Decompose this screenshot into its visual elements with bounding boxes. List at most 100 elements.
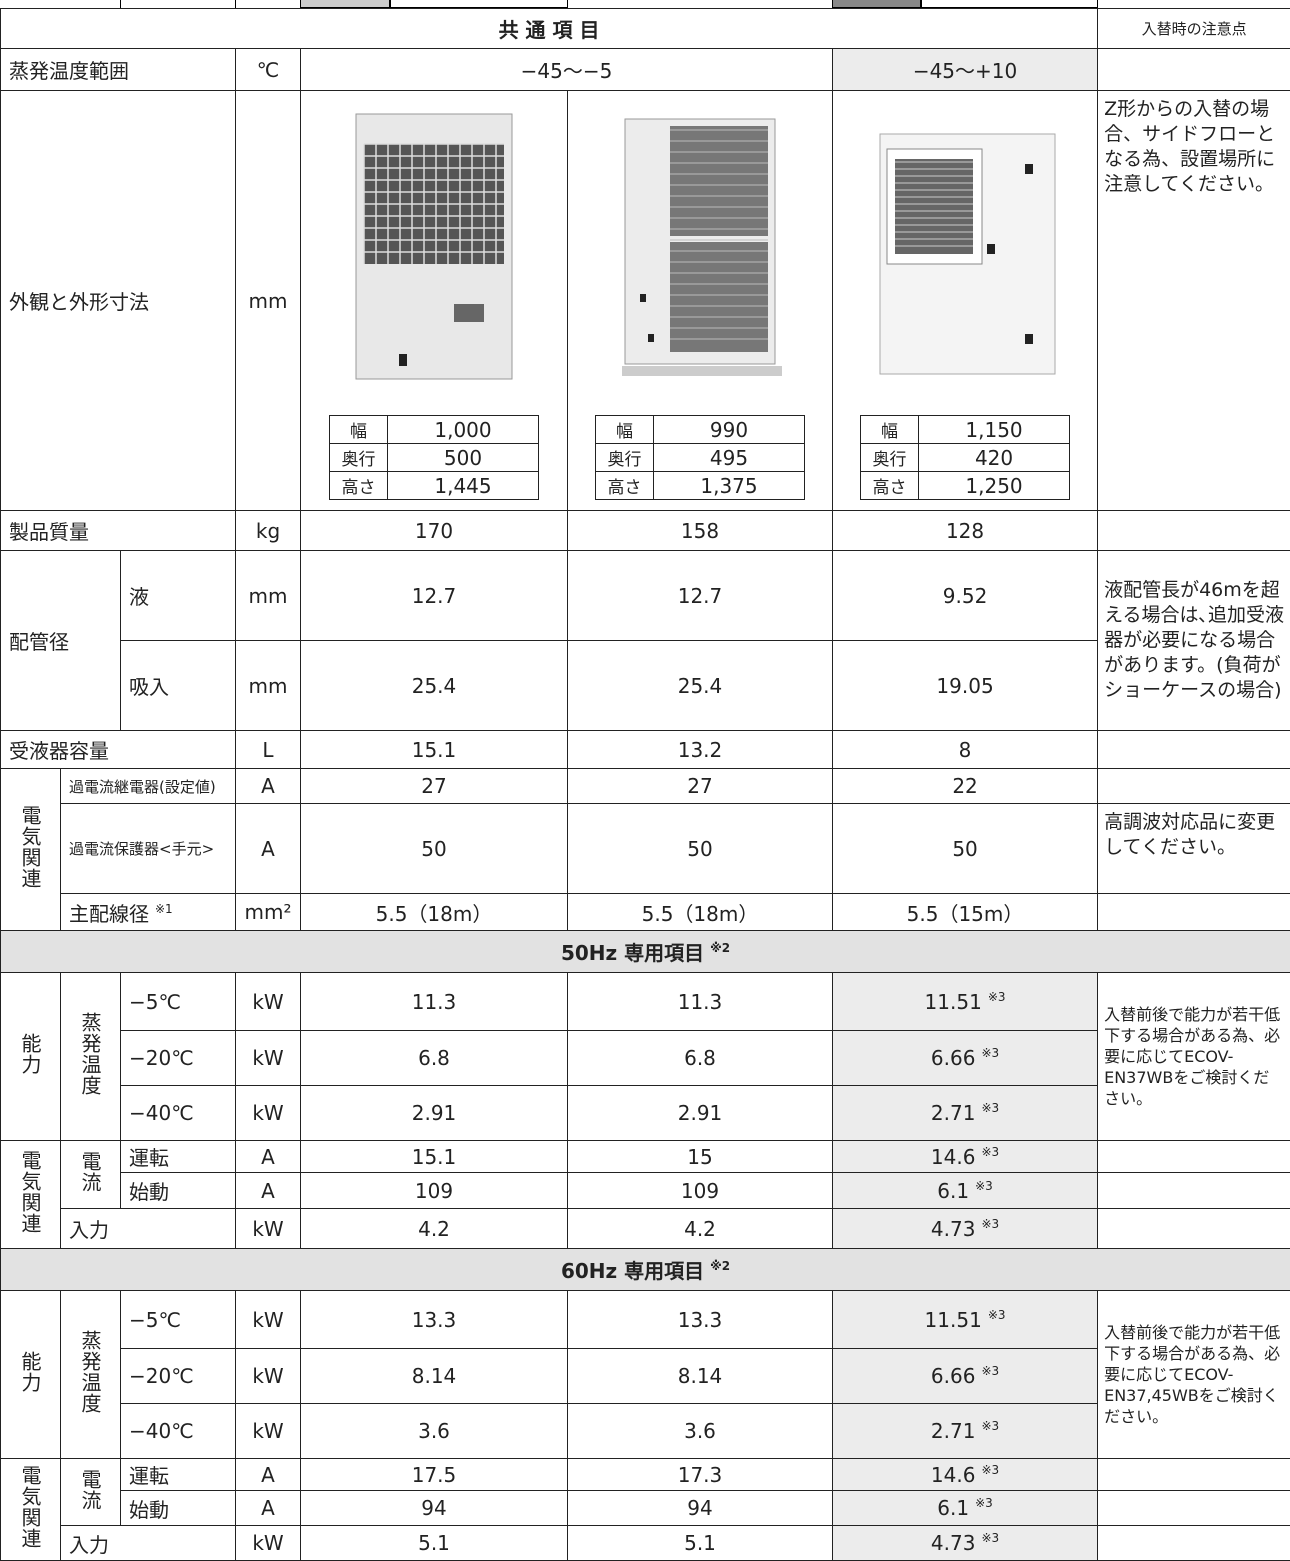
- value: 6.8: [301, 1031, 568, 1086]
- label-text: 受液器容量: [9, 739, 109, 763]
- label-text: −5℃: [129, 990, 181, 1014]
- empty: [1098, 49, 1290, 91]
- unit-text: kW: [252, 1364, 283, 1388]
- product-image: [305, 104, 563, 409]
- note-text: Z形からの入替の場合、サイドフローとなる為、設置場所に注意してください。: [1104, 98, 1275, 195]
- label-text: 製品質量: [9, 520, 89, 544]
- dimension-label: 幅: [330, 416, 388, 444]
- footnote-mark: ※3: [988, 990, 1006, 1004]
- value-text: 12.7: [412, 584, 457, 608]
- label: 入力: [61, 1209, 236, 1249]
- label: 製品質量: [1, 511, 236, 551]
- unit: mm: [236, 641, 301, 731]
- note: Z形からの入替の場合、サイドフローとなる為、設置場所に注意してください。: [1098, 91, 1290, 511]
- section-title: 60Hz 専用項目 ※2: [1, 1249, 1290, 1291]
- value: 8: [833, 731, 1098, 769]
- unit-text: kW: [252, 1101, 283, 1125]
- label: 過電流保護器<手元>: [61, 804, 236, 894]
- value: 11.3: [301, 973, 568, 1031]
- value-text: 25.4: [678, 674, 723, 698]
- value-text: 8.14: [412, 1364, 457, 1388]
- label: −5℃: [121, 1291, 236, 1349]
- dimension-value: 990: [654, 416, 805, 444]
- unit: kW: [236, 1209, 301, 1249]
- empty: [1098, 731, 1290, 769]
- value: 19.05: [833, 641, 1098, 731]
- label: 運転: [121, 1459, 236, 1491]
- unit-text: mm²: [245, 900, 292, 924]
- unit: kW: [236, 1526, 301, 1561]
- unit: kW: [236, 1349, 301, 1404]
- value-text: 15.1: [412, 1145, 457, 1169]
- unit: A: [236, 769, 301, 804]
- note-text: 液配管長が46mを超える場合は､追加受液器が必要になる場合があります。(負荷がシ…: [1104, 579, 1284, 701]
- strip-line: [235, 0, 236, 8]
- value: 4.73※3: [833, 1209, 1098, 1249]
- value: 4.73※3: [833, 1526, 1098, 1561]
- value: 14.6※3: [833, 1141, 1098, 1173]
- label: 蒸発温度範囲: [1, 49, 236, 91]
- dimension-value: 1,000: [388, 416, 539, 444]
- dimension-label: 高さ: [330, 472, 388, 500]
- unit: ℃: [236, 49, 301, 91]
- value: 27: [568, 769, 833, 804]
- value-text: 94: [421, 1496, 446, 1520]
- label-text: −20℃: [129, 1046, 194, 1070]
- label: 入力: [61, 1526, 236, 1561]
- value: 5.1: [568, 1526, 833, 1561]
- footnote-mark: ※2: [710, 941, 730, 955]
- empty: [1098, 1209, 1290, 1249]
- group-label-text: 蒸発温度: [76, 1012, 105, 1096]
- dimension-label: 奥行: [861, 444, 919, 472]
- label-text: 吸入: [129, 675, 169, 699]
- value-text: −45〜−5: [521, 59, 613, 83]
- label-text: 液: [129, 585, 149, 609]
- group-label-text: 電気関連: [16, 805, 45, 889]
- value: 12.7: [301, 551, 568, 641]
- footnote-mark: ※3: [981, 1046, 999, 1060]
- value-text: 2.91: [678, 1101, 723, 1125]
- value-text: 4.73: [931, 1531, 976, 1555]
- label: 始動: [121, 1173, 236, 1209]
- value: 2.91: [301, 1086, 568, 1141]
- group-label-text: 能力: [16, 1351, 45, 1393]
- footnote-mark: ※2: [710, 1259, 730, 1273]
- note-text: 高調波対応品に変更してください。: [1104, 811, 1275, 858]
- group-label: 電気関連: [1, 1141, 61, 1249]
- section-title: 共 通 項 目: [1, 9, 1098, 49]
- value: 9.52: [833, 551, 1098, 641]
- value: 25.4: [568, 641, 833, 731]
- value-text: 13.3: [678, 1308, 723, 1332]
- table-row: 共 通 項 目 入替時の注意点: [1, 9, 1290, 49]
- section-title-text: 50Hz 専用項目: [561, 941, 704, 965]
- label-text: 始動: [129, 1180, 169, 1204]
- value-text: 4.2: [418, 1217, 450, 1241]
- dimension-label: 幅: [596, 416, 654, 444]
- table-row: 60Hz 専用項目 ※2: [1, 1249, 1290, 1291]
- value: 94: [568, 1491, 833, 1526]
- value: 8.14: [568, 1349, 833, 1404]
- value: 27: [301, 769, 568, 804]
- value-text: 5.5（15m）: [907, 902, 1024, 926]
- unit: L: [236, 731, 301, 769]
- empty: [1098, 894, 1290, 931]
- value-text: 109: [415, 1179, 453, 1203]
- section-title-text: 60Hz 専用項目: [561, 1259, 704, 1283]
- label: 始動: [121, 1491, 236, 1526]
- product-drawing: [600, 104, 800, 404]
- label-text: 運転: [129, 1146, 169, 1170]
- group-label-text: 電流: [76, 1469, 105, 1511]
- note-header-text: 入替時の注意点: [1142, 20, 1247, 38]
